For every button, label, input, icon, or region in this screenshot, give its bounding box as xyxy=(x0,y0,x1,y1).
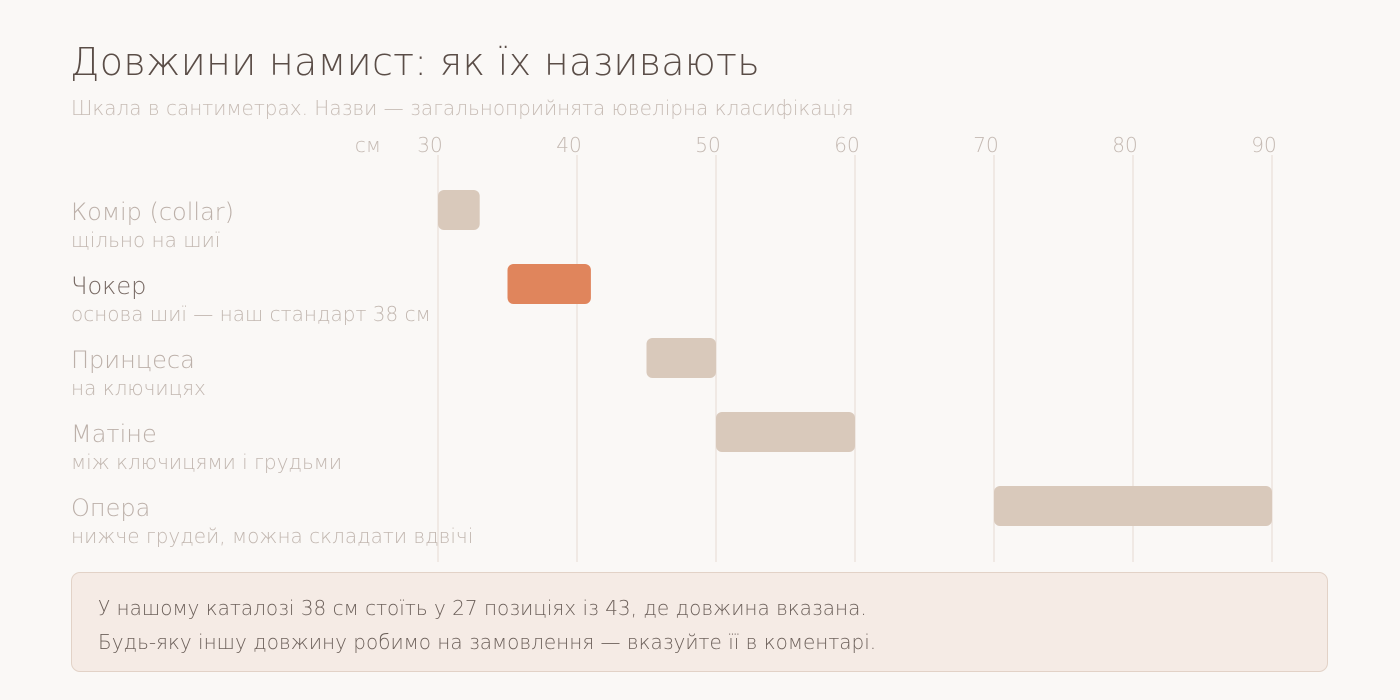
x-tick-label: 40 xyxy=(556,133,581,157)
x-tick-label: 80 xyxy=(1112,133,1137,157)
range-bar xyxy=(646,338,716,378)
catalog-note-line-2: Будь-яку іншу довжину робимо на замовлен… xyxy=(98,630,877,654)
range-bar xyxy=(438,190,480,230)
row-label: Опера xyxy=(71,494,150,522)
range-bar-highlight xyxy=(507,264,591,304)
range-bar xyxy=(994,486,1272,526)
row-label: Матіне xyxy=(71,420,157,448)
chart-subtitle: Шкала в сантиметрах. Назви — загальнопри… xyxy=(71,96,854,120)
row-description: нижче грудей, можна складати вдвічі xyxy=(71,524,473,548)
x-axis-unit-label: см xyxy=(355,133,381,157)
x-tick-label: 90 xyxy=(1251,133,1276,157)
x-tick-label: 60 xyxy=(834,133,859,157)
row-description: на ключицях xyxy=(71,376,206,400)
catalog-note-line-1: У нашому каталозі 38 см стоїть у 27 пози… xyxy=(98,596,867,620)
row-label: Принцеса xyxy=(71,346,195,374)
row-description: щільно на шиї xyxy=(71,228,220,252)
catalog-note: У нашому каталозі 38 см стоїть у 27 пози… xyxy=(71,572,1328,672)
row-description: основа шиї — наш стандарт 38 см xyxy=(71,302,431,326)
x-tick-label: 70 xyxy=(973,133,998,157)
row-description: між ключицями і грудьми xyxy=(71,450,342,474)
row-label: Комір (collar) xyxy=(71,198,234,226)
x-tick-label: 50 xyxy=(695,133,720,157)
x-tick-label: 30 xyxy=(417,133,442,157)
range-bar xyxy=(716,412,855,452)
chart-title: Довжини намист: як їх називають xyxy=(70,40,760,84)
row-label: Чокер xyxy=(71,272,146,300)
